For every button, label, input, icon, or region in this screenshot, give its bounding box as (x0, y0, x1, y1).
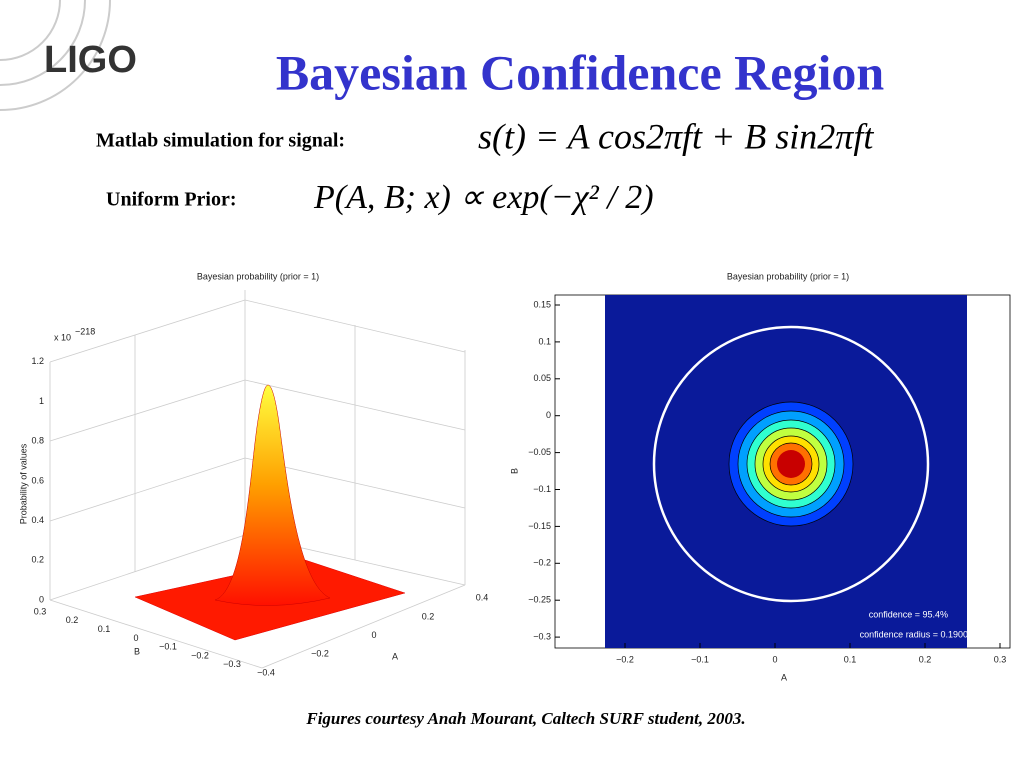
confidence-circle (652, 325, 930, 603)
a-tick-label: 0.2 (422, 611, 435, 621)
b-label: B (134, 646, 140, 656)
y-tick-label: 0.15 (533, 299, 551, 309)
z-tick-label: 0.6 (31, 475, 44, 485)
y-label: B (509, 468, 519, 474)
x-tick-label: 0.2 (919, 654, 932, 664)
b-tick-label: −0.1 (159, 642, 177, 652)
x-label: A (781, 672, 787, 682)
prior-formula: P(A, B; x) ∝ exp(−χ² / 2) (313, 179, 654, 216)
x-tick-label: 0.1 (844, 654, 857, 664)
title: Bayesian Confidence Region (276, 44, 885, 100)
logo: LIGO (44, 39, 137, 81)
plot-title: Bayesian probability (prior = 1) (727, 271, 849, 281)
b-tick-label: −0.2 (191, 650, 209, 660)
contours (728, 401, 854, 527)
y-tick-label: −0.05 (528, 447, 551, 457)
box-grid (49, 290, 466, 669)
b-tick-label: 0.3 (34, 606, 47, 616)
y-tick-label: 0 (546, 410, 551, 420)
x-tick-label: 0 (772, 654, 777, 664)
annotation: confidence = 95.4% (869, 609, 948, 619)
z-tick-label: 1 (39, 396, 44, 406)
x-tick-label: −0.1 (691, 654, 709, 664)
b-tick-label: −0.3 (223, 659, 241, 669)
y-tick-label: −0.2 (533, 558, 551, 568)
z-tick-label: 0.4 (31, 515, 44, 525)
b-tick-label: 0 (133, 633, 138, 643)
signal-label: Matlab simulation for signal: (96, 130, 345, 152)
exponent-base: x 10 (54, 332, 71, 342)
right-figure: Bayesian probability (prior = 1) A B con… (509, 271, 1011, 682)
z-tick-label: 0.2 (31, 555, 44, 565)
y-tick-label: −0.25 (528, 595, 551, 605)
z-tick-label: 0 (39, 594, 44, 604)
x-tick-label: −0.2 (616, 654, 634, 664)
b-tick-label: 0.2 (66, 615, 79, 625)
z-tick-label: 1.2 (31, 356, 44, 366)
y-tick-label: 0.05 (533, 373, 551, 383)
probability-peak (214, 384, 331, 606)
y-tick-label: −0.15 (528, 521, 551, 531)
x-tick-label: 0.3 (994, 654, 1007, 664)
left-figure: Bayesian probability (prior = 1) x 10 −2… (10, 265, 510, 695)
b-tick-label: 0.1 (98, 624, 111, 634)
a-tick-label: 0 (371, 630, 376, 640)
a-tick-label: 0.4 (476, 593, 489, 603)
a-tick-label: −0.2 (311, 649, 329, 659)
exponent: −218 (75, 326, 95, 336)
y-tick-label: −0.3 (533, 631, 551, 641)
a-label: A (392, 651, 398, 661)
z-tick-label: 0.8 (31, 436, 44, 446)
a-tick-label: −0.4 (257, 667, 275, 677)
signal-formula: s(t) = A cos2πft + B sin2πft (478, 116, 874, 156)
prior-label: Uniform Prior: (106, 189, 237, 211)
plot-title: Bayesian probability (prior = 1) (197, 271, 319, 281)
caption: Figures courtesy Anah Mourant, Caltech S… (305, 709, 745, 728)
y-tick-label: 0.1 (538, 336, 551, 346)
z-label: Probability of values (18, 443, 28, 524)
annotation: confidence radius = 0.1900 (860, 629, 968, 639)
y-tick-label: −0.1 (533, 484, 551, 494)
